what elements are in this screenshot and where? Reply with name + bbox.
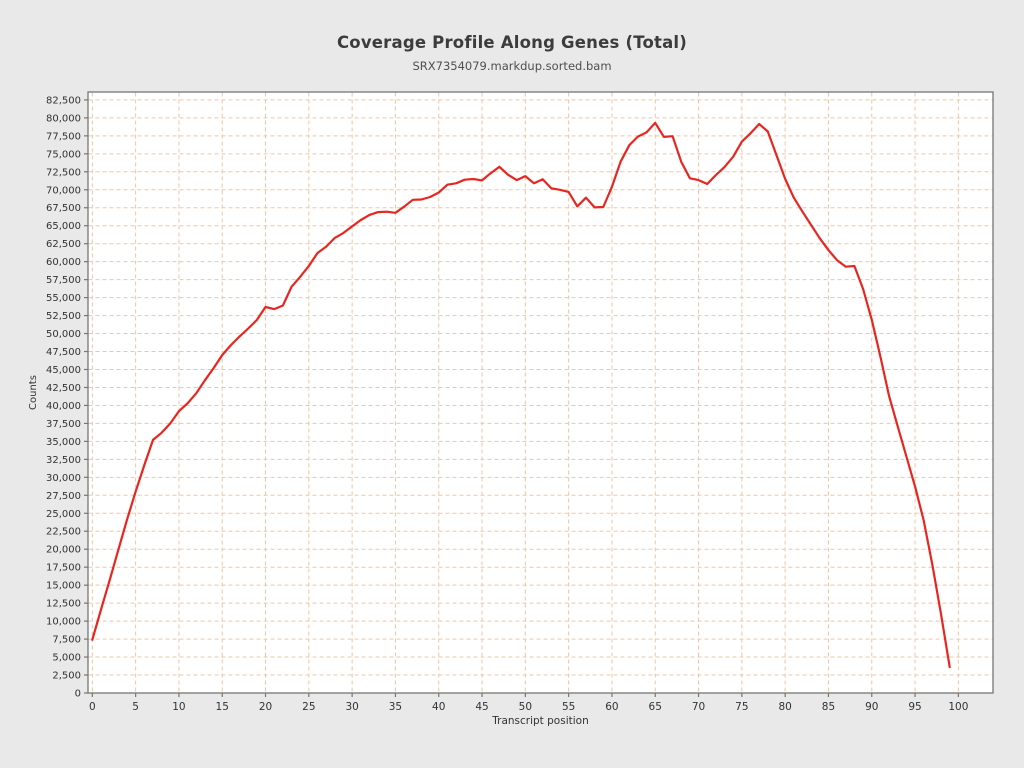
y-tick-label: 30,000: [46, 473, 81, 484]
x-tick-label: 100: [948, 701, 968, 713]
y-tick-label: 2,500: [52, 671, 81, 682]
y-tick-label: 60,000: [46, 257, 81, 268]
y-tick-label: 17,500: [46, 563, 81, 574]
x-tick-label: 0: [89, 701, 96, 713]
plot-border: [87, 91, 994, 694]
x-tick-label: 60: [605, 701, 618, 713]
coverage-series-line: [91, 121, 951, 669]
y-tick-label: 47,500: [46, 347, 81, 358]
y-axis-title: Counts: [28, 375, 39, 410]
y-tick-label: 70,000: [46, 185, 81, 196]
y-tick-label: 7,500: [52, 635, 81, 646]
y-tick-label: 0: [75, 689, 81, 700]
y-tick-label: 80,000: [46, 113, 81, 124]
y-tick-label: 20,000: [46, 545, 81, 556]
chart-title: Coverage Profile Along Genes (Total): [336, 33, 688, 52]
y-tick-label: 52,500: [46, 311, 81, 322]
x-tick-label: 50: [519, 701, 532, 713]
x-tick-label: 55: [562, 701, 575, 713]
y-tick-label: 65,000: [46, 221, 81, 232]
y-tick-label: 62,500: [46, 239, 81, 250]
x-tick-label: 40: [432, 701, 445, 713]
x-tick-label: 35: [389, 701, 402, 713]
x-tick-label: 45: [475, 701, 488, 713]
y-tick-label: 75,000: [46, 149, 81, 160]
x-tick-label: 10: [172, 701, 185, 713]
x-tick-label: 30: [345, 701, 358, 713]
y-tick-label: 77,500: [46, 131, 81, 142]
chart-subtitle: SRX7354079.markdup.sorted.bam: [412, 59, 612, 73]
y-tick-label: 15,000: [46, 581, 81, 592]
x-axis-title: Transcript position: [491, 715, 588, 727]
y-tick-label: 27,500: [46, 491, 81, 502]
x-tick-label: 25: [302, 701, 315, 713]
y-tick-label: 67,500: [46, 203, 81, 214]
y-tick-label: 35,000: [46, 437, 81, 448]
x-tick-label: 15: [216, 701, 229, 713]
y-tick-label: 57,500: [46, 275, 81, 286]
x-tick-label: 95: [908, 701, 921, 713]
plot-background: [88, 92, 993, 693]
y-tick-label: 5,000: [52, 653, 81, 664]
x-tick-label: 20: [259, 701, 272, 713]
y-tick-label: 50,000: [46, 329, 81, 340]
x-tick-label: 5: [132, 701, 139, 713]
y-tick-label: 42,500: [46, 383, 81, 394]
y-tick-label: 32,500: [46, 455, 81, 466]
y-tick-label: 45,000: [46, 365, 81, 376]
x-tick-label: 80: [778, 701, 791, 713]
x-tick-label: 65: [649, 701, 662, 713]
y-tick-label: 72,500: [46, 167, 81, 178]
y-tick-label: 55,000: [46, 293, 81, 304]
x-tick-label: 75: [735, 701, 748, 713]
y-tick-label: 25,000: [46, 509, 81, 520]
y-tick-label: 22,500: [46, 527, 81, 538]
y-tick-label: 10,000: [46, 617, 81, 628]
y-tick-label: 40,000: [46, 401, 81, 412]
y-tick-label: 12,500: [46, 599, 81, 610]
y-tick-label: 37,500: [46, 419, 81, 430]
x-tick-label: 90: [865, 701, 878, 713]
y-tick-label: 82,500: [46, 95, 81, 106]
x-tick-label: 85: [822, 701, 835, 713]
x-tick-label: 70: [692, 701, 705, 713]
